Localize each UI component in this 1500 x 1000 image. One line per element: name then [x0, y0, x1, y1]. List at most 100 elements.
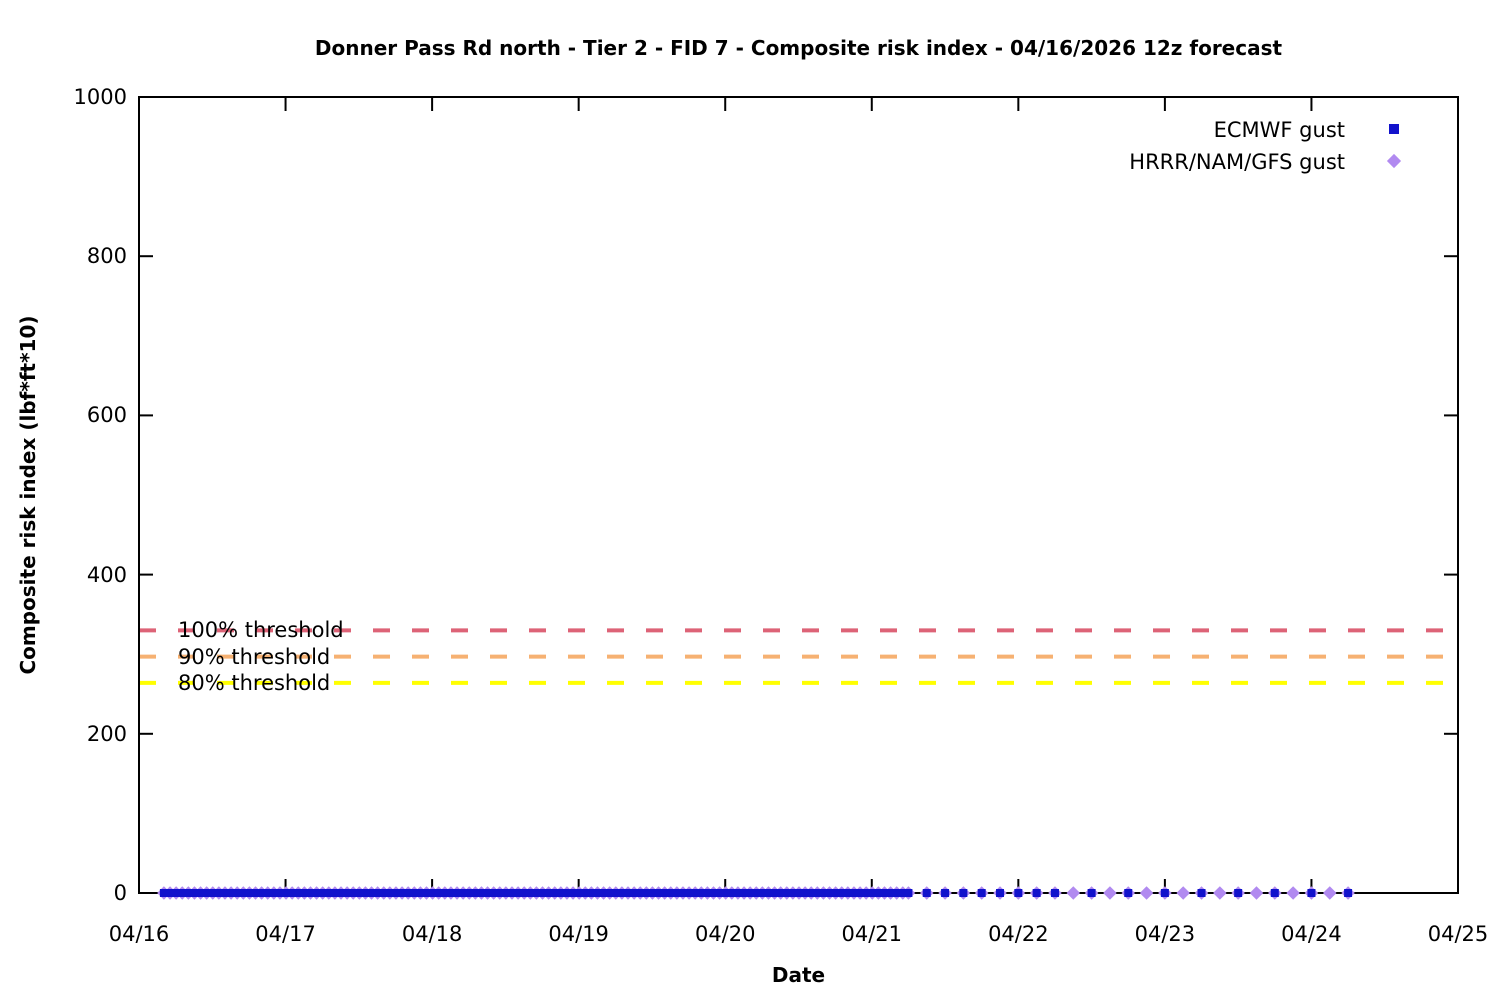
ecmwf-gust-point [208, 889, 217, 897]
ecmwf-gust-point [477, 889, 486, 897]
ecmwf-gust-point [624, 889, 633, 897]
y-tick-label-400: 400 [86, 562, 127, 587]
ecmwf-gust-point [294, 889, 303, 897]
ecmwf-gust-point [703, 889, 712, 897]
ecmwf-gust-point [892, 889, 901, 897]
ecmwf-gust-point [263, 889, 272, 897]
ecmwf-gust-point [306, 889, 315, 897]
ecmwf-gust-point [605, 889, 614, 897]
ecmwf-gust-point [862, 889, 871, 897]
ecmwf-gust-point [764, 889, 773, 897]
ecmwf-gust-point [569, 889, 578, 897]
ecmwf-gust-point [275, 889, 284, 897]
ecmwf-gust-point [416, 889, 425, 897]
ecmwf-gust-point [501, 889, 510, 897]
ecmwf-gust-point [1032, 889, 1041, 897]
ecmwf-gust-point [807, 889, 816, 897]
ecmwf-gust-point [575, 889, 584, 897]
ecmwf-gust-point [544, 889, 553, 897]
ecmwf-gust-point [465, 889, 474, 897]
ecmwf-gust-point [685, 889, 694, 897]
ecmwf-gust-point [324, 889, 333, 897]
ecmwf-gust-point [385, 889, 394, 897]
ecmwf-gust-point [538, 889, 547, 897]
ecmwf-gust-point [495, 889, 504, 897]
ecmwf-gust-point [697, 889, 706, 897]
ecmwf-gust-point [1270, 889, 1279, 897]
ecmwf-gust-point [282, 889, 291, 897]
ecmwf-gust-point [642, 889, 651, 897]
ecmwf-gust-point [691, 889, 700, 897]
ecmwf-gust-point [1014, 889, 1023, 897]
ecmwf-gust-point [849, 889, 858, 897]
ecmwf-gust-point [379, 889, 388, 897]
ecmwf-gust-point [367, 889, 376, 897]
y-tick-label-800: 800 [86, 244, 127, 269]
ecmwf-gust-point [666, 889, 675, 897]
x-tick-label-04-23: 04/23 [1134, 922, 1196, 946]
ecmwf-gust-point [630, 889, 639, 897]
ecmwf-gust-point [977, 889, 986, 897]
ecmwf-gust-point [880, 889, 889, 897]
ecmwf-gust-point [330, 889, 339, 897]
ecmwf-gust-point [874, 889, 883, 897]
x-tick-label-04-16: 04/16 [108, 922, 170, 946]
plot-border [138, 96, 1459, 894]
ecmwf-gust-point [239, 889, 248, 897]
ecmwf-gust-point [300, 889, 309, 897]
ecmwf-gust-point [587, 889, 596, 897]
ecmwf-gust-point [654, 889, 663, 897]
ecmwf-gust-point [801, 889, 810, 897]
ecmwf-gust-point [1307, 889, 1316, 897]
y-tick-label-0: 0 [113, 881, 127, 905]
ecmwf-gust-point [196, 889, 205, 897]
ecmwf-gust-point [453, 889, 462, 897]
ecmwf-gust-point [214, 889, 223, 897]
y-tick-label-200: 200 [86, 721, 127, 746]
ecmwf-gust-point [813, 889, 822, 897]
x-tick-label-04-24: 04/24 [1281, 922, 1342, 946]
x-tick-label-04-21: 04/21 [841, 922, 903, 946]
ecmwf-gust-point [190, 889, 199, 897]
ecmwf-gust-point [459, 889, 468, 897]
y-tick-label-1000: 1000 [73, 85, 127, 109]
ecmwf-gust-point [269, 889, 278, 897]
ecmwf-gust-point [489, 889, 498, 897]
ecmwf-gust-point [581, 889, 590, 897]
ecmwf-gust-point [233, 889, 242, 897]
threshold-label-100pct: 100% threshold [178, 618, 344, 643]
ecmwf-gust-point [868, 889, 877, 897]
ecmwf-gust-point [1124, 889, 1133, 897]
ecmwf-gust-point [159, 889, 168, 897]
ecmwf-gust-point [520, 889, 529, 897]
square-icon [1389, 124, 1399, 134]
ecmwf-gust-point [1197, 889, 1206, 897]
ecmwf-gust-point [599, 889, 608, 897]
ecmwf-gust-point [776, 889, 785, 897]
ecmwf-gust-point [166, 889, 175, 897]
hrrr-nam-gfs-gust-point [1249, 886, 1264, 900]
ecmwf-gust-point [788, 889, 797, 897]
ecmwf-gust-point [337, 889, 346, 897]
ecmwf-gust-point [556, 889, 565, 897]
ecmwf-gust-point [770, 889, 779, 897]
y-axis-title: Composite risk index (lbf*ft*10) [16, 315, 40, 675]
x-tick-label-04-25: 04/25 [1427, 922, 1489, 946]
ecmwf-gust-point [1050, 889, 1059, 897]
legend-label-hrrr-nam-gfs: HRRR/NAM/GFS gust [1129, 150, 1345, 174]
ecmwf-gust-point [819, 889, 828, 897]
ecmwf-gust-point [404, 889, 413, 897]
ecmwf-gust-point [178, 889, 187, 897]
ecmwf-gust-point [434, 889, 443, 897]
ecmwf-gust-point [373, 889, 382, 897]
ecmwf-gust-point [391, 889, 400, 897]
ecmwf-gust-point [526, 889, 535, 897]
ecmwf-gust-point [636, 889, 645, 897]
ecmwf-gust-point [825, 889, 834, 897]
ecmwf-gust-point [617, 889, 626, 897]
hrrr-nam-gfs-gust-point [1139, 886, 1154, 900]
ecmwf-gust-point [361, 889, 370, 897]
ecmwf-gust-point [733, 889, 742, 897]
ecmwf-gust-point [532, 889, 541, 897]
hrrr-nam-gfs-gust-point [1322, 886, 1337, 900]
